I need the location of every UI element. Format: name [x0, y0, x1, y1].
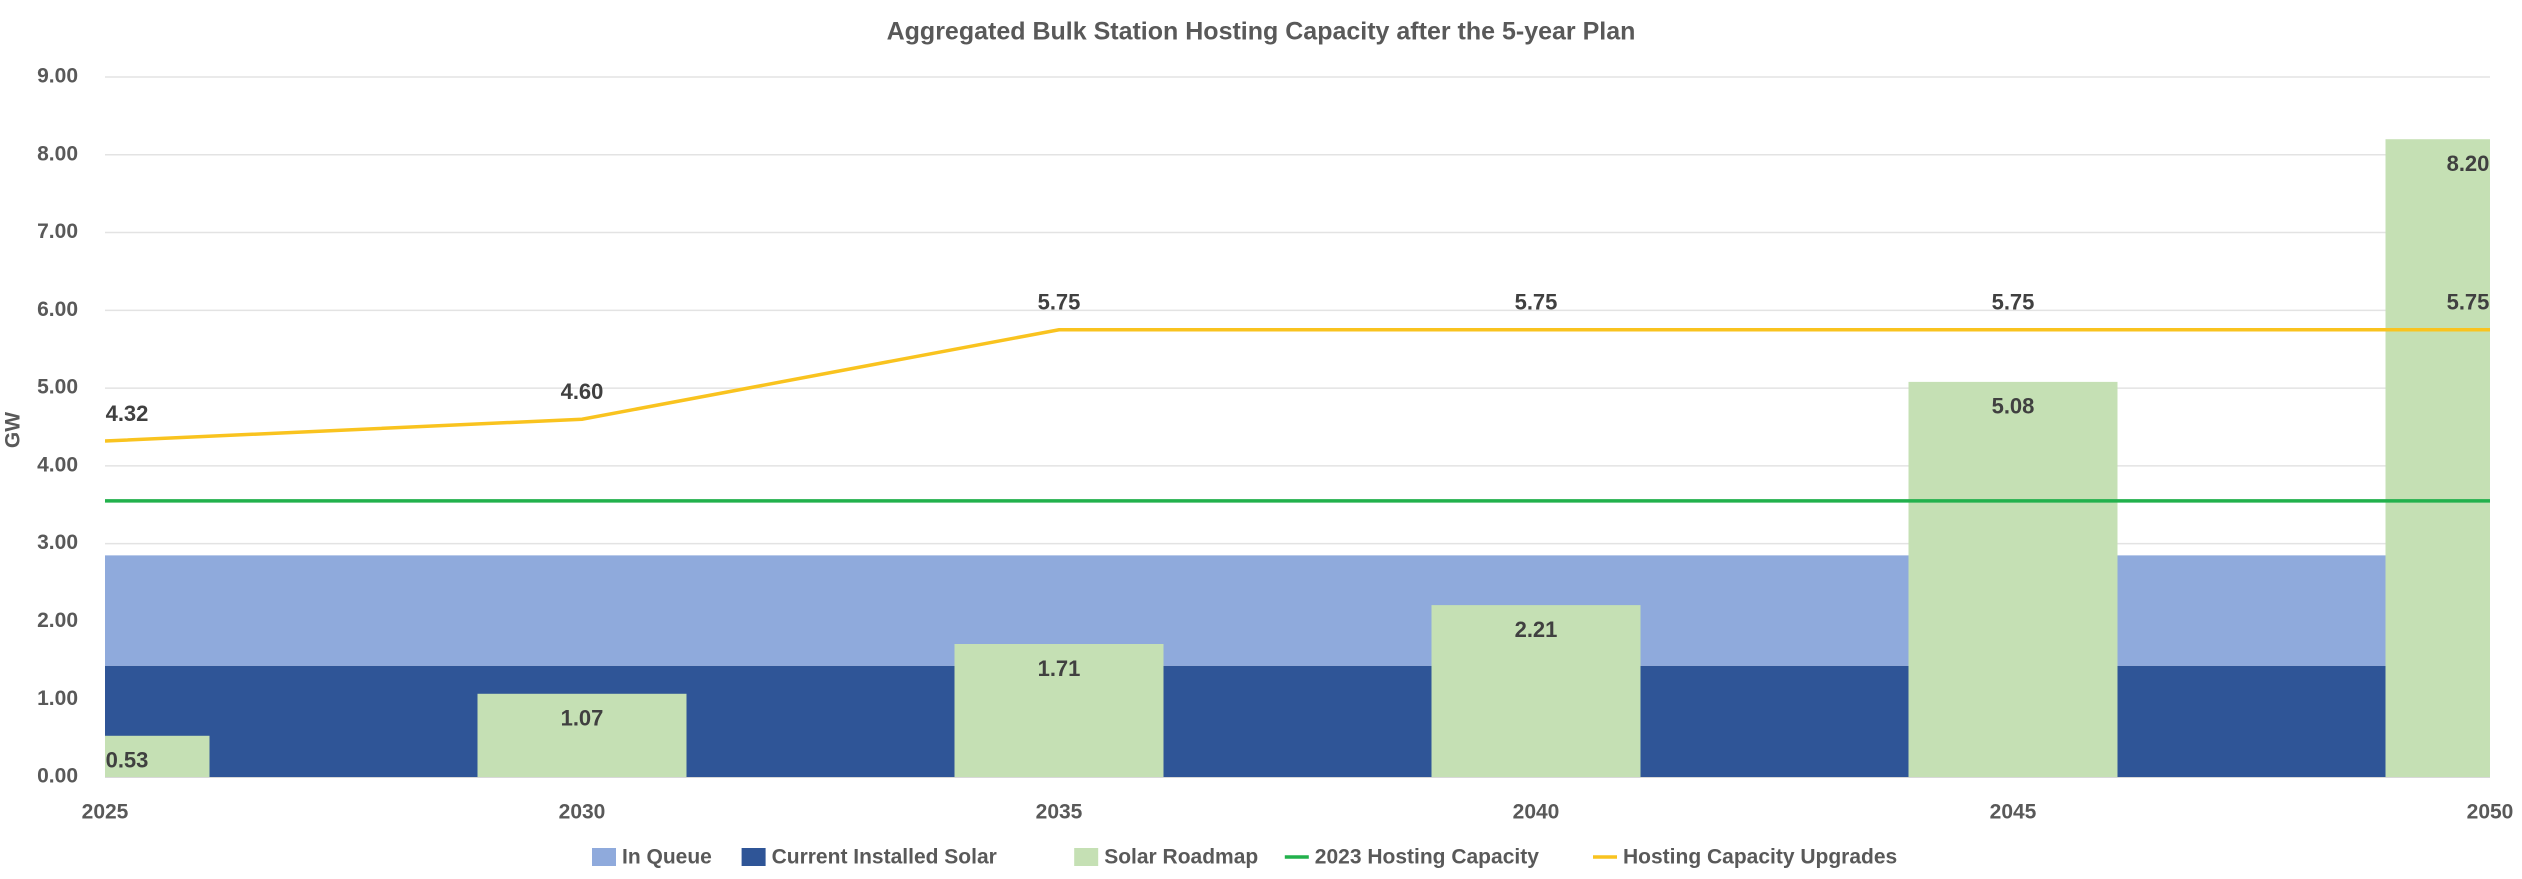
- data-label: 5.08: [1992, 394, 2035, 419]
- bar: [954, 644, 1164, 777]
- y-tick-label: 4.00: [37, 453, 78, 476]
- x-tick-label: 2025: [82, 801, 129, 824]
- plot-area: [105, 139, 2490, 777]
- legend-label: 2023 Hosting Capacity: [1315, 846, 1539, 869]
- data-label: 5.75: [1992, 290, 2035, 315]
- legend-swatch: [1074, 848, 1099, 866]
- data-label: 0.53: [106, 748, 149, 773]
- bar: [477, 693, 687, 777]
- legend-swatch: [741, 848, 766, 866]
- data-label: 4.32: [106, 401, 149, 426]
- area: [105, 665, 2490, 777]
- bar: [105, 735, 210, 777]
- legend: In Queue Current Installed Solar Solar Roa…: [592, 846, 1897, 869]
- chart-title: Aggregated Bulk Station Hosting Capacity…: [887, 18, 1636, 46]
- legend-label: Current Installed Solar: [772, 846, 997, 869]
- y-tick-label: 1.00: [37, 687, 78, 710]
- bar: [1431, 605, 1641, 777]
- data-label: 5.75: [1515, 290, 1558, 315]
- x-tick-label: 2030: [559, 801, 606, 824]
- legend-label: Hosting Capacity Upgrades: [1623, 846, 1897, 869]
- data-label: 1.71: [1038, 656, 1081, 681]
- y-tick-label: 8.00: [37, 142, 78, 165]
- data-label: 5.75: [1038, 290, 1081, 315]
- data-label: 1.07: [561, 706, 604, 731]
- line: [105, 328, 2490, 443]
- legend-swatch: [592, 848, 616, 866]
- x-tick-label: 2045: [1990, 801, 2037, 824]
- y-tick-label: 6.00: [37, 298, 78, 321]
- bar: [2385, 139, 2490, 777]
- y-tick-label: 9.00: [37, 65, 78, 88]
- y-tick-label: 7.00: [37, 220, 78, 243]
- x-tick-label: 2050: [2467, 801, 2514, 824]
- data-label: 2.21: [1515, 617, 1558, 642]
- y-tick-label: 3.00: [37, 531, 78, 554]
- y-axis-label: GW: [2, 412, 25, 448]
- data-label: 8.20: [2447, 151, 2490, 176]
- x-tick-label: 2035: [1036, 801, 1083, 824]
- y-tick-label: 0.00: [37, 765, 78, 788]
- y-tick-label: 2.00: [37, 609, 78, 632]
- y-tick-label: 5.00: [37, 376, 78, 399]
- x-tick-label: 2040: [1513, 801, 1560, 824]
- area: [105, 555, 2490, 666]
- data-label: 5.75: [2447, 290, 2490, 315]
- bar: [1908, 381, 2118, 777]
- labels: 0.53 1.07 1.71 2.21 5.08 8.20 4.32 4.60 5.75 5.75…: [106, 151, 2490, 773]
- legend-label: In Queue: [622, 846, 712, 869]
- legend-label: Solar Roadmap: [1104, 846, 1258, 869]
- data-label: 4.60: [561, 379, 604, 404]
